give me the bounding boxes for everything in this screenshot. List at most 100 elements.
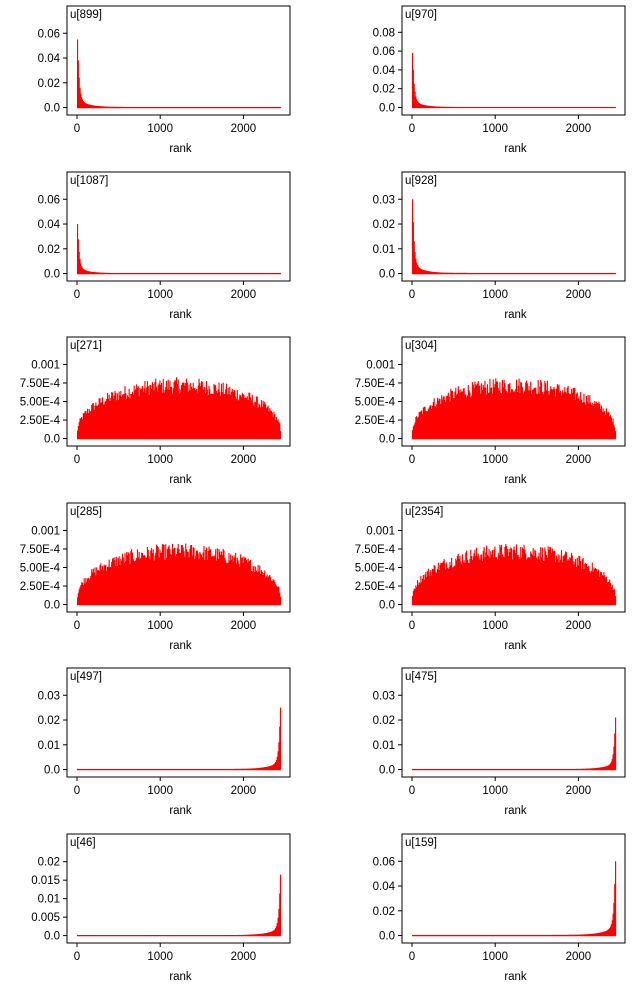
y-tick-label: 0.0 [379,434,395,446]
panel-10: u[475] 0 1000 2000 0.0 0.01 0.02 0.03 rank [373,667,626,817]
panel-11: u[46] 0 1000 2000 0.0 0.005 0.01 0.015 0.02 rank [31,833,291,983]
panel-8: u[2354] 0 1000 2000 0.0 2.50E-4 5.00E-4 7.50E-4… [355,502,626,652]
plot-frame [66,171,291,282]
x-tick-label: 1000 [482,620,508,632]
y-tick-label: 5.00E-4 [355,563,396,575]
x-tick-label: 1000 [482,785,508,797]
x-tick-label: 2000 [231,785,257,797]
x-tick-label: 2000 [231,454,257,466]
plot-frame [66,5,291,116]
y-tick-label: 2.50E-4 [355,415,396,427]
y-tick-label: 0.0 [44,931,60,943]
panel-6: u[304] 0 1000 2000 0.0 2.50E-4 5.00E-4 7.50E-4 0… [355,336,626,486]
x-tick-label: 1000 [147,785,173,797]
x-tick-label: 0 [409,951,415,963]
y-tick-label: 7.50E-4 [355,378,396,390]
x-tick-label: 2000 [231,951,257,963]
x-tick-label: 1000 [482,951,508,963]
panel-title: u[46] [70,837,96,849]
y-tick-label: 7.50E-4 [20,378,61,390]
y-tick-label: 5.00E-4 [20,563,61,575]
y-tick-label: 5.00E-4 [355,397,396,409]
y-tick-label: 0.005 [31,912,60,924]
y-tick-label: 0.001 [366,525,395,537]
panel-4: u[928] 0 1000 2000 0.0 0.01 0.02 0.03 rank [373,171,626,321]
panel-title: u[304] [405,340,437,352]
x-tick-label: 2000 [566,620,592,632]
y-tick-label: 0.0 [379,765,395,777]
y-tick-label: 0.01 [373,740,395,752]
y-tick-label: 2.50E-4 [20,415,61,427]
bars [76,543,282,605]
y-tick-label: 2.50E-4 [355,581,396,593]
y-tick-label: 0.04 [373,881,396,893]
x-tick-label: 2000 [231,620,257,632]
x-axis-label: rank [504,474,527,486]
x-tick-label: 2000 [566,289,592,301]
x-tick-label: 0 [409,620,415,632]
y-tick-label: 0.015 [31,875,60,887]
x-tick-label: 1000 [147,454,173,466]
panel-title: u[497] [70,671,102,683]
x-tick-label: 1000 [482,123,508,135]
y-tick-label: 0.01 [373,244,395,256]
x-axis-label: rank [169,640,192,652]
y-tick-label: 0.0 [379,600,395,612]
x-tick-label: 0 [409,289,415,301]
y-tick-label: 0.01 [38,894,60,906]
x-axis-label: rank [169,309,192,321]
panel-title: u[285] [70,506,102,518]
x-axis-label: rank [504,309,527,321]
y-tick-label: 0.0 [379,102,395,114]
x-axis-label: rank [169,143,192,155]
panel-title: u[928] [405,175,437,187]
x-tick-label: 1000 [147,620,173,632]
panel-title: u[970] [405,9,437,21]
y-tick-label: 0.02 [373,219,395,231]
y-tick-label: 7.50E-4 [20,544,61,556]
panel-title: u[475] [405,671,437,683]
y-tick-label: 0.02 [38,715,60,727]
y-tick-label: 0.0 [44,103,60,115]
x-axis-label: rank [169,805,192,817]
y-tick-label: 0.06 [38,28,60,40]
panel-7: u[285] 0 1000 2000 0.0 2.50E-4 5.00E-4 7.50E-4 0… [20,502,291,652]
y-tick-label: 0.0 [379,931,395,943]
x-axis-label: rank [169,971,192,983]
y-tick-label: 0.0 [44,600,60,612]
x-tick-label: 1000 [482,289,508,301]
x-axis-label: rank [504,805,527,817]
panel-5: u[271] 0 1000 2000 0.0 2.50E-4 5.00E-4 7.50E-4 0… [20,336,291,486]
x-tick-label: 0 [409,123,415,135]
panel-3: u[1087] 0 1000 2000 0.0 0.02 0.04 0.06 rank [38,171,291,321]
x-tick-label: 1000 [147,289,173,301]
y-tick-label: 0.03 [373,194,395,206]
y-tick-label: 0.08 [373,27,395,39]
y-tick-label: 0.02 [373,906,395,918]
plot-frame [401,667,626,778]
y-tick-label: 2.50E-4 [20,581,61,593]
y-tick-label: 7.50E-4 [355,544,396,556]
x-axis-label: rank [169,474,192,486]
y-tick-label: 0.02 [38,857,60,869]
panel-title: u[159] [405,837,437,849]
panel-1: u[899] 0 1000 2000 0.0 0.02 0.04 0.06 rank [38,5,291,155]
y-tick-label: 0.06 [373,46,395,58]
x-tick-label: 1000 [482,454,508,466]
x-tick-label: 2000 [566,785,592,797]
y-tick-label: 0.0 [44,434,60,446]
x-tick-label: 2000 [566,951,592,963]
plot-frame [401,5,626,116]
plot-frame [66,833,291,944]
y-tick-label: 0.02 [373,84,395,96]
plot-frame [401,171,626,282]
plot-frame [401,833,626,944]
x-tick-label: 2000 [566,123,592,135]
panel-9: u[497] 0 1000 2000 0.0 0.01 0.02 0.03 rank [38,667,291,817]
y-tick-label: 0.02 [373,715,395,727]
bars [411,378,617,439]
panel-title: u[899] [70,9,102,21]
y-tick-label: 0.001 [366,359,395,371]
x-tick-label: 0 [74,454,80,466]
y-tick-label: 0.001 [31,525,60,537]
